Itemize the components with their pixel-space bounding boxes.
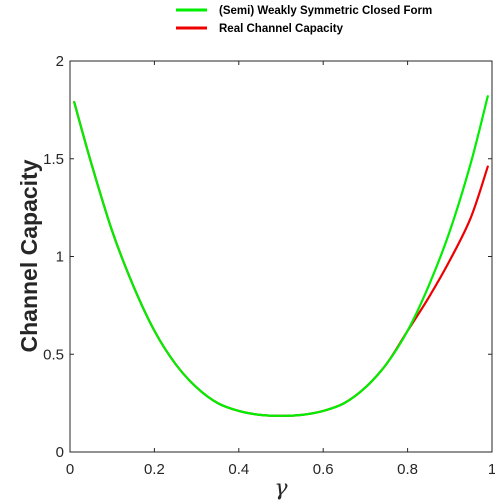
series-line-real-capacity xyxy=(73,100,489,417)
series-line-weakly-symmetric xyxy=(73,95,489,417)
x-axis: 0 0.2 0.4 0.6 0.8 1 xyxy=(66,61,495,478)
y-tick-label: 0 xyxy=(56,444,64,461)
x-tick-label: 0.2 xyxy=(144,461,165,478)
x-tick-label: 0 xyxy=(66,461,74,478)
legend-label-weakly-symmetric: (Semi) Weakly Symmetric Closed Form xyxy=(219,5,432,17)
legend-label-real-capacity: Real Channel Capacity xyxy=(219,23,344,35)
y-axis-label: Channel Capacity xyxy=(16,159,42,352)
x-tick-label: 0.4 xyxy=(228,461,249,478)
plot-area-frame xyxy=(69,60,493,453)
y-tick-label: 1.5 xyxy=(43,151,64,168)
series-layer xyxy=(73,95,489,417)
y-tick-label: 2 xyxy=(56,53,64,70)
x-tick-label: 0.6 xyxy=(313,461,334,478)
legend: (Semi) Weakly Symmetric Closed Form Real… xyxy=(176,5,432,35)
y-tick-label: 1 xyxy=(56,249,64,266)
x-axis-label: γ xyxy=(274,476,288,501)
y-tick-label: 0.5 xyxy=(43,346,64,363)
y-axis: 0 0.5 1 1.5 2 xyxy=(43,53,492,461)
x-tick-label: 0.8 xyxy=(397,461,418,478)
x-tick-label: 1 xyxy=(488,461,495,478)
